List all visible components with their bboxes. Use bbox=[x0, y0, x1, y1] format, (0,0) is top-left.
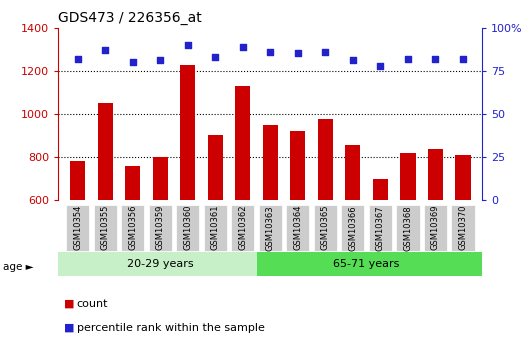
Text: count: count bbox=[77, 299, 108, 308]
Point bbox=[211, 54, 219, 60]
Bar bbox=[455, 155, 471, 200]
Text: GDS473 / 226356_at: GDS473 / 226356_at bbox=[58, 11, 202, 25]
FancyBboxPatch shape bbox=[148, 205, 172, 251]
FancyBboxPatch shape bbox=[314, 205, 337, 251]
Point bbox=[349, 58, 357, 63]
Text: age ►: age ► bbox=[3, 263, 33, 272]
Text: GSM10360: GSM10360 bbox=[183, 205, 192, 250]
Text: GSM10369: GSM10369 bbox=[431, 205, 440, 250]
Bar bbox=[290, 131, 305, 200]
Text: GSM10359: GSM10359 bbox=[156, 205, 165, 250]
Bar bbox=[180, 65, 195, 200]
Bar bbox=[373, 179, 388, 200]
Bar bbox=[153, 157, 167, 200]
Point bbox=[266, 49, 275, 55]
Bar bbox=[263, 125, 278, 200]
Bar bbox=[318, 119, 333, 200]
FancyBboxPatch shape bbox=[452, 205, 474, 251]
Text: GSM10354: GSM10354 bbox=[73, 205, 82, 250]
Text: GSM10368: GSM10368 bbox=[403, 205, 412, 250]
FancyBboxPatch shape bbox=[286, 205, 310, 251]
Point bbox=[294, 51, 302, 56]
FancyBboxPatch shape bbox=[176, 205, 199, 251]
FancyBboxPatch shape bbox=[66, 205, 89, 251]
Text: GSM10356: GSM10356 bbox=[128, 205, 137, 250]
Bar bbox=[58, 252, 257, 276]
Text: GSM10366: GSM10366 bbox=[348, 205, 357, 250]
Point bbox=[73, 56, 82, 61]
Text: ■: ■ bbox=[64, 323, 74, 333]
Point bbox=[431, 56, 440, 61]
Text: GSM10365: GSM10365 bbox=[321, 205, 330, 250]
FancyBboxPatch shape bbox=[341, 205, 365, 251]
Bar bbox=[235, 86, 250, 200]
Point bbox=[459, 56, 467, 61]
Bar bbox=[257, 252, 482, 276]
Text: GSM10355: GSM10355 bbox=[101, 205, 110, 250]
Point bbox=[321, 49, 330, 55]
Text: GSM10361: GSM10361 bbox=[211, 205, 220, 250]
Text: GSM10363: GSM10363 bbox=[266, 205, 275, 250]
Point bbox=[101, 47, 109, 53]
Point bbox=[376, 63, 385, 68]
FancyBboxPatch shape bbox=[369, 205, 392, 251]
FancyBboxPatch shape bbox=[93, 205, 117, 251]
Bar bbox=[208, 136, 223, 200]
FancyBboxPatch shape bbox=[424, 205, 447, 251]
Text: GSM10370: GSM10370 bbox=[458, 205, 467, 250]
FancyBboxPatch shape bbox=[231, 205, 254, 251]
Text: percentile rank within the sample: percentile rank within the sample bbox=[77, 323, 264, 333]
Text: 20-29 years: 20-29 years bbox=[127, 259, 193, 269]
Point bbox=[128, 59, 137, 65]
Bar bbox=[400, 152, 416, 200]
Bar bbox=[98, 103, 113, 200]
Text: GSM10367: GSM10367 bbox=[376, 205, 385, 250]
Bar bbox=[428, 149, 443, 200]
Point bbox=[238, 44, 247, 49]
Point bbox=[183, 42, 192, 48]
FancyBboxPatch shape bbox=[121, 205, 144, 251]
FancyBboxPatch shape bbox=[204, 205, 227, 251]
Point bbox=[156, 58, 164, 63]
FancyBboxPatch shape bbox=[396, 205, 420, 251]
Text: 65-71 years: 65-71 years bbox=[333, 259, 400, 269]
Point bbox=[404, 56, 412, 61]
Text: ■: ■ bbox=[64, 299, 74, 308]
Text: GSM10364: GSM10364 bbox=[293, 205, 302, 250]
FancyBboxPatch shape bbox=[259, 205, 282, 251]
Bar bbox=[346, 145, 360, 200]
Bar bbox=[70, 161, 85, 200]
Bar bbox=[125, 166, 140, 200]
Text: GSM10362: GSM10362 bbox=[238, 205, 248, 250]
